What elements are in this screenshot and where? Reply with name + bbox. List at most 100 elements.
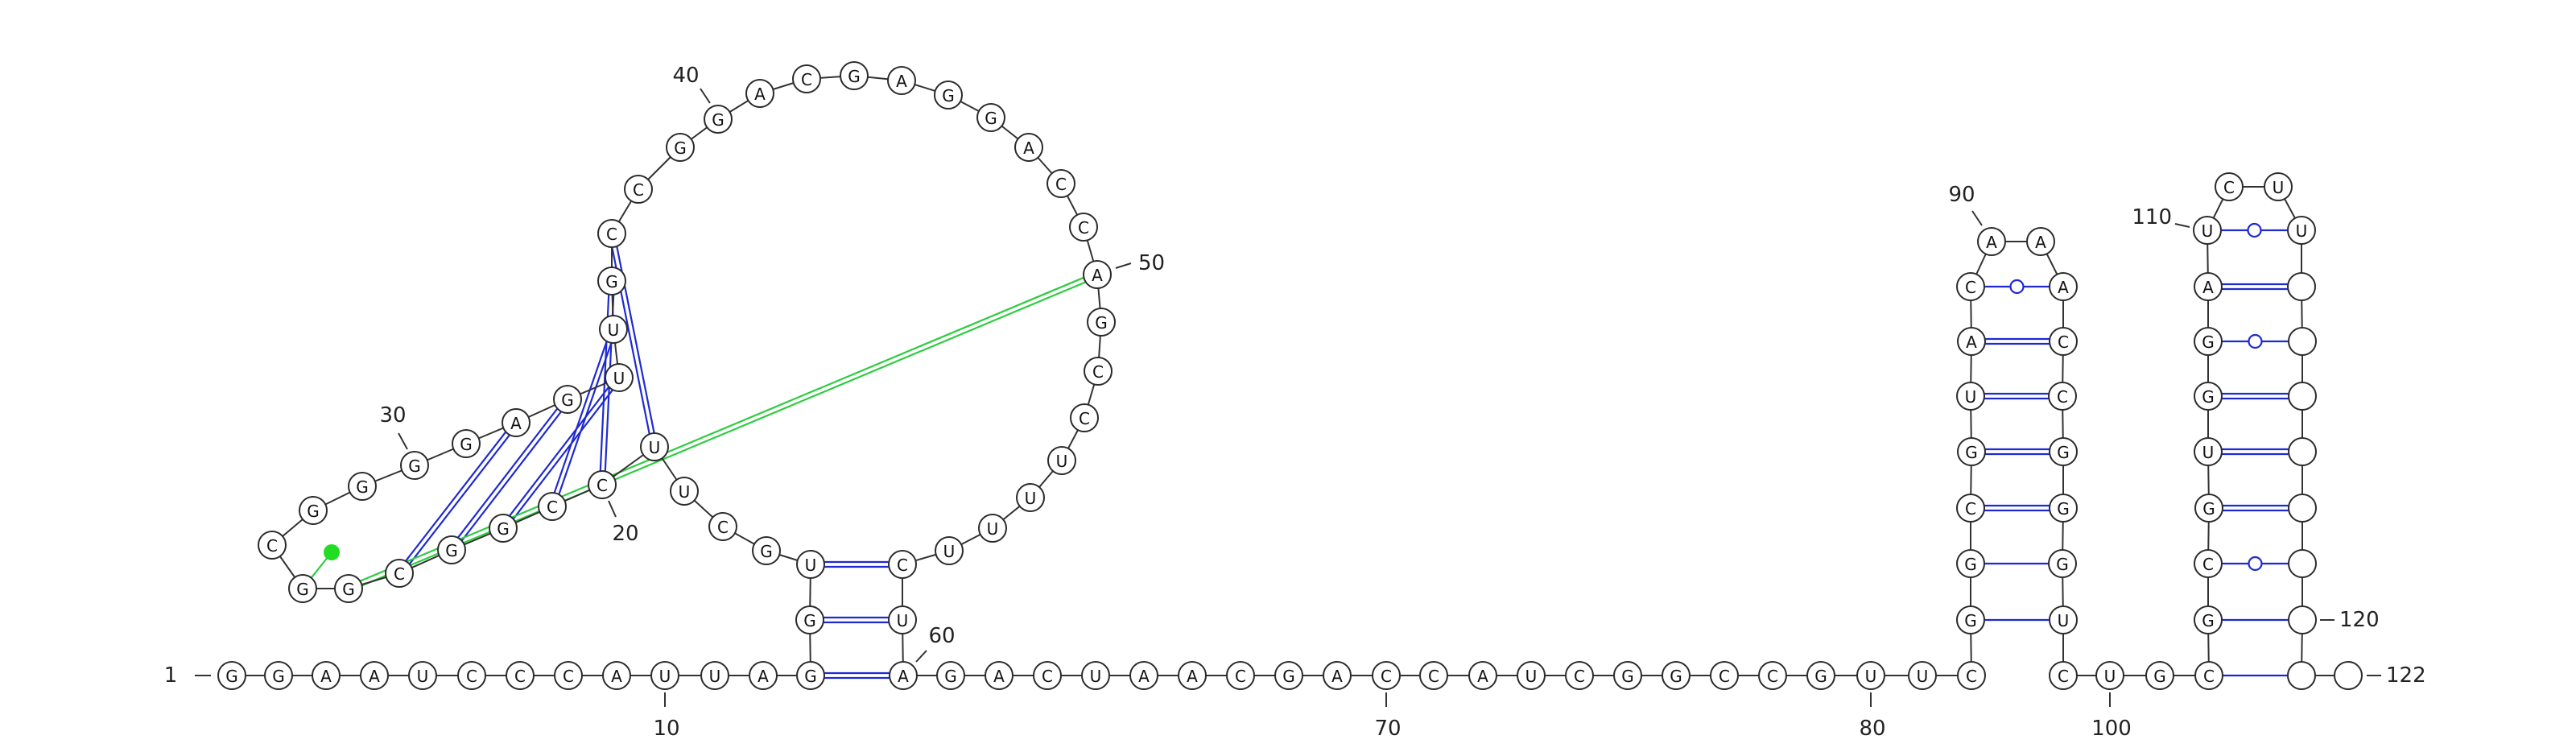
nucleotide-circle — [1081, 661, 1110, 690]
nucleotide-letter: G — [307, 502, 320, 521]
nucleotide-letter: A — [896, 72, 907, 91]
nucleotide-letter: G — [445, 541, 458, 560]
nucleotide-circle — [2193, 216, 2222, 245]
nucleotide-letter: U — [1090, 667, 1102, 686]
nucleotide-circle — [288, 574, 317, 603]
nucleotide-circle — [538, 492, 567, 521]
position-tick — [2174, 223, 2190, 228]
position-label-120: 120 — [2320, 608, 2380, 632]
nucleotide-22: G — [489, 514, 518, 543]
nucleotide-85: C — [1956, 494, 1985, 523]
nucleotide-circle — [2049, 437, 2078, 466]
nucleotide-letter: C — [1965, 278, 1976, 297]
nucleotide-circle — [506, 661, 535, 690]
nucleotide-letter: G — [2056, 555, 2069, 574]
nucleotide-circle — [1957, 661, 1986, 690]
nucleotide-circle — [2288, 494, 2317, 523]
nucleotide-74: C — [1565, 661, 1594, 690]
nucleotide-circle — [597, 267, 626, 295]
nucleotide-letter: G — [1965, 443, 1978, 462]
nucleotide-91: A — [2026, 227, 2055, 256]
nucleotide-letter: U — [987, 519, 999, 539]
nucleotide-circle — [2194, 549, 2223, 578]
nucleotide-circle — [312, 661, 341, 690]
nucleotide-letter: G — [1670, 667, 1682, 686]
nucleotide-letter: G — [2202, 333, 2215, 352]
nucleotide-78: C — [1758, 661, 1787, 690]
nucleotide-letter: C — [2058, 333, 2069, 352]
nucleotide-83: G — [1956, 605, 1985, 634]
nucleotide-letter: G — [942, 86, 955, 105]
nucleotide-circle — [348, 472, 377, 501]
nucleotide-letter: C — [1235, 667, 1246, 686]
nucleotide-46: G — [976, 103, 1005, 132]
nucleotide-circle — [2194, 661, 2223, 690]
nucleotide-circle — [1084, 357, 1113, 386]
canonical-pair-line — [457, 407, 559, 539]
nucleotide-letter: A — [754, 85, 766, 104]
nucleotide-23: G — [437, 535, 466, 564]
nucleotide-72: A — [1468, 661, 1497, 690]
nucleotide-51: G — [1087, 308, 1116, 337]
nucleotide-circle — [2194, 382, 2223, 411]
nucleotide-letter: G — [944, 667, 957, 686]
nucleotide-letter: C — [466, 667, 477, 686]
nucleotide-letter: C — [606, 225, 617, 244]
position-number: 100 — [2091, 717, 2132, 741]
nucleotide-letter: U — [943, 542, 956, 561]
nucleotide-letter: C — [1574, 667, 1585, 686]
nucleotide-34: U — [605, 363, 634, 392]
nucleotide-19: U — [640, 432, 669, 461]
position-number: 30 — [379, 403, 406, 428]
nucleotide-circle — [1069, 213, 1098, 242]
nucleotide-circle — [2288, 327, 2317, 356]
nucleotide-letter: C — [266, 536, 278, 556]
nucleotide-letter: G — [1964, 555, 1977, 574]
nucleotide-7: C — [506, 661, 535, 690]
nucleotide-letter: C — [1042, 667, 1053, 686]
position-number: 80 — [1859, 717, 1885, 741]
nucleotide-circle — [796, 550, 825, 579]
nucleotide-letter: G — [225, 667, 238, 686]
nucleotide-letter: C — [394, 564, 405, 584]
nucleotide-circle — [1662, 661, 1690, 690]
nucleotide-letter: U — [2202, 443, 2215, 462]
nucleotide-99: C — [2049, 661, 2078, 690]
nucleotide-circle — [670, 477, 699, 506]
nucleotide-circle — [2048, 549, 2077, 578]
nucleotide-25: G — [334, 574, 363, 603]
nucleotide-circle — [2194, 272, 2223, 301]
nucleotide-letter: A — [1966, 333, 1977, 352]
highlight-node — [324, 544, 340, 560]
nucleotide-104: C — [2194, 549, 2223, 578]
nucleotide-circle — [2194, 437, 2223, 466]
nucleotide-52: C — [1084, 357, 1113, 386]
nucleotide-12: A — [749, 661, 778, 690]
nucleotide-letter: U — [2202, 221, 2214, 241]
nucleotide-circle — [264, 661, 293, 690]
nucleotide-101: G — [2145, 661, 2174, 690]
nucleotide-letter: C — [2202, 555, 2214, 574]
nucleotide-circle — [1083, 260, 1112, 289]
nucleotide-letter: C — [2057, 387, 2068, 407]
nucleotide-95: G — [2049, 437, 2078, 466]
nucleotide-circle — [1129, 661, 1158, 690]
nucleotide-letter: U — [1056, 452, 1068, 471]
canonical-pair-line — [408, 434, 510, 565]
nucleotide-79: G — [1806, 661, 1835, 690]
nucleotide-circle — [2287, 216, 2316, 245]
position-label-20: 20 — [608, 500, 639, 546]
nucleotide-56: U — [978, 514, 1007, 543]
nucleotide-circle — [408, 661, 437, 690]
nucleotide-66: A — [1178, 661, 1207, 690]
wobble-pair-marker — [2248, 556, 2263, 572]
nucleotide-circle — [2288, 382, 2317, 411]
nucleotide-61: G — [936, 661, 965, 690]
nucleotide-letter: C — [1078, 218, 1089, 238]
nucleotide-8: C — [554, 661, 583, 690]
nucleotide-circle — [887, 66, 916, 95]
nucleotide-letter: C — [897, 556, 908, 575]
nucleotide-59: U — [888, 605, 917, 634]
nucleotide-circle — [889, 661, 918, 690]
nucleotide-letter: U — [613, 369, 625, 388]
